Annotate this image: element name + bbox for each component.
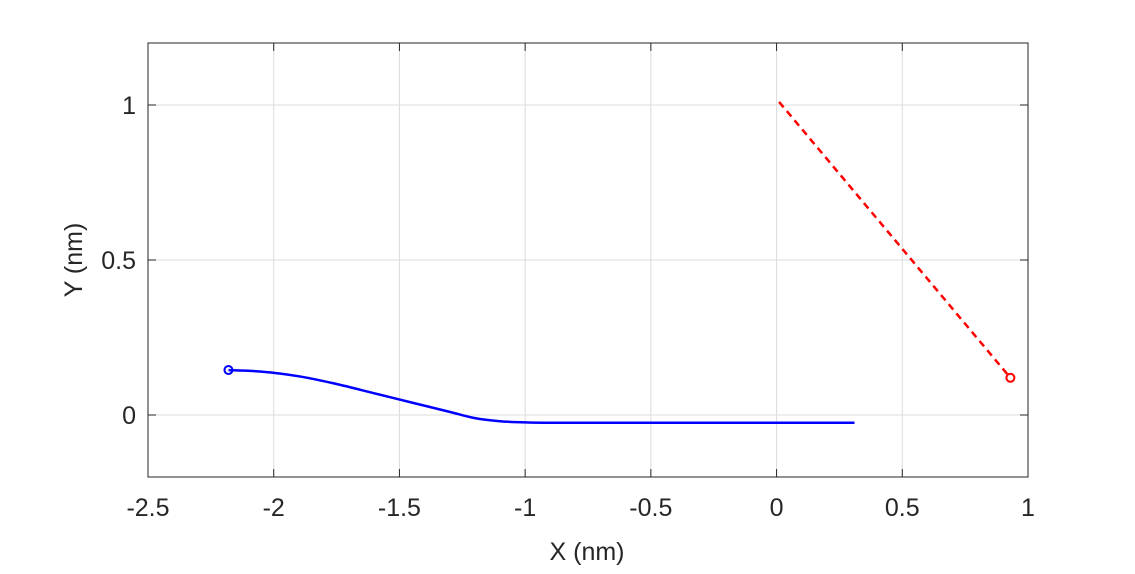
series-marker-1 — [223, 365, 234, 376]
x-tick-label: -0.5 — [629, 494, 672, 522]
x-tick-label: -1 — [514, 494, 536, 522]
y-axis-label: Y (nm) — [60, 223, 88, 298]
x-tick-label: 0.5 — [885, 494, 920, 522]
grid — [147, 43, 1029, 477]
y-tick-label: 0.5 — [101, 247, 136, 275]
y-tick-label: 1 — [122, 92, 136, 120]
series-line-2 — [778, 101, 1012, 379]
series-line-1 — [228, 368, 855, 425]
x-tick-label: -2 — [263, 494, 285, 522]
plot-series — [223, 101, 1016, 425]
x-tick-label: -1.5 — [378, 494, 421, 522]
x-tick-label: -2.5 — [126, 494, 169, 522]
x-axis-label: X (nm) — [550, 538, 625, 566]
series-marker-2 — [1005, 372, 1016, 383]
tick-marks — [147, 43, 1029, 477]
x-tick-label: 0 — [770, 494, 784, 522]
y-tick-label: 0 — [122, 402, 136, 430]
x-tick-labels: -2.5 -2 -1.5 -1 -0.5 0 0.5 1 — [126, 494, 1035, 522]
x-tick-label: 1 — [1021, 494, 1035, 522]
y-tick-labels: 00.51 — [101, 92, 136, 430]
